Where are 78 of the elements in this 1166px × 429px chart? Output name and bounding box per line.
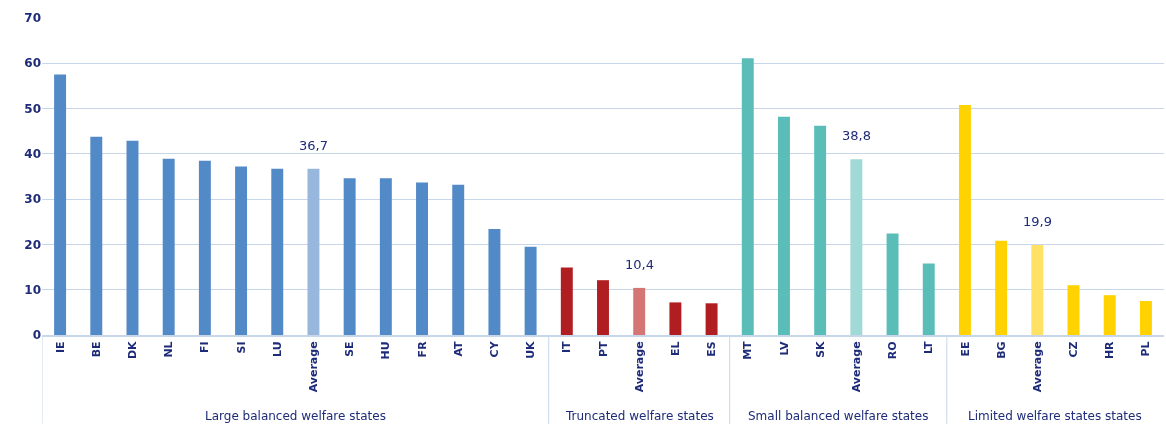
x-tick-label: LU [270, 341, 284, 357]
bar [235, 166, 248, 335]
bar [452, 184, 465, 335]
text: Limited welfare states states [968, 409, 1142, 423]
x-tick-label: PT [596, 340, 610, 357]
x-tick-label: IE [53, 341, 67, 354]
y-tick-label: 10 [24, 282, 41, 297]
bar [488, 229, 501, 335]
y-tick-label: 40 [24, 147, 41, 162]
bar [958, 104, 971, 335]
text: Large balanced welfare states [205, 409, 386, 423]
bar [1103, 295, 1116, 335]
x-tick-label: IT [560, 340, 574, 354]
x-tick-label: SI [234, 341, 248, 354]
bar [198, 160, 211, 335]
x-tick-label: DK [126, 340, 140, 360]
x-tick-label: CZ [1067, 341, 1081, 358]
bar [162, 158, 175, 335]
bar [814, 125, 827, 335]
y-tick-label: 70 [24, 11, 41, 26]
bar [922, 263, 935, 335]
bar [90, 136, 103, 335]
x-tick-label: EL [668, 341, 682, 356]
bar [379, 178, 392, 335]
x-tick-label: Average [632, 341, 646, 393]
x-tick-label: RO [886, 341, 900, 360]
x-tick-label: EE [958, 341, 972, 357]
data-label: 10,4 [625, 257, 654, 272]
bar [669, 302, 682, 335]
bar [705, 303, 718, 335]
bar [1067, 285, 1080, 335]
x-tick-label: NL [162, 341, 176, 358]
x-tick-label: FI [198, 341, 212, 354]
x-tick-label: HR [1103, 340, 1117, 360]
bar [343, 178, 356, 335]
x-tick-label: CY [488, 340, 501, 358]
bar [560, 267, 573, 335]
data-label: 19,9 [1023, 214, 1052, 229]
x-tick-label: FR [415, 340, 429, 358]
x-tick-label: Average [1030, 341, 1044, 393]
x-tick-label: SK [813, 340, 827, 358]
x-tick-label: ES [705, 341, 719, 357]
bar [271, 168, 284, 335]
data-label: 36,7 [299, 138, 328, 153]
bar [54, 74, 67, 335]
bar [524, 246, 537, 335]
bar [416, 182, 428, 335]
y-tick-label: 20 [24, 237, 41, 252]
x-tick-label: LT [922, 340, 936, 355]
y-tick-label: 60 [24, 56, 41, 71]
bar [741, 58, 754, 335]
bar [1139, 301, 1152, 335]
bar [597, 280, 609, 335]
bar [850, 159, 863, 335]
x-tick-label: MT [741, 340, 755, 360]
x-tick-label: AT [451, 340, 465, 357]
y-tick-label: 0 [32, 328, 41, 343]
x-tick-label: HU [379, 341, 393, 360]
x-tick-label: Average [849, 341, 863, 393]
text: Small balanced welfare states [748, 409, 929, 423]
text: Truncated welfare states [565, 409, 714, 423]
x-tick-label: Average [307, 341, 321, 393]
x-tick-label: PL [1139, 341, 1153, 357]
y-tick-label: 30 [24, 192, 41, 207]
bar [126, 140, 139, 335]
x-tick-label: BE [89, 341, 103, 358]
x-tick-label: SE [343, 341, 357, 357]
bar [995, 240, 1008, 335]
x-tick-label: LV [777, 340, 791, 356]
x-tick-label: UK [524, 340, 538, 359]
bar [1031, 244, 1044, 335]
bar [633, 287, 646, 335]
bar [307, 168, 320, 335]
y-tick-label: 50 [24, 101, 41, 116]
x-tick-label: BG [994, 341, 1008, 359]
bar [778, 116, 790, 335]
data-label: 38,8 [842, 128, 871, 143]
bar [886, 233, 899, 335]
